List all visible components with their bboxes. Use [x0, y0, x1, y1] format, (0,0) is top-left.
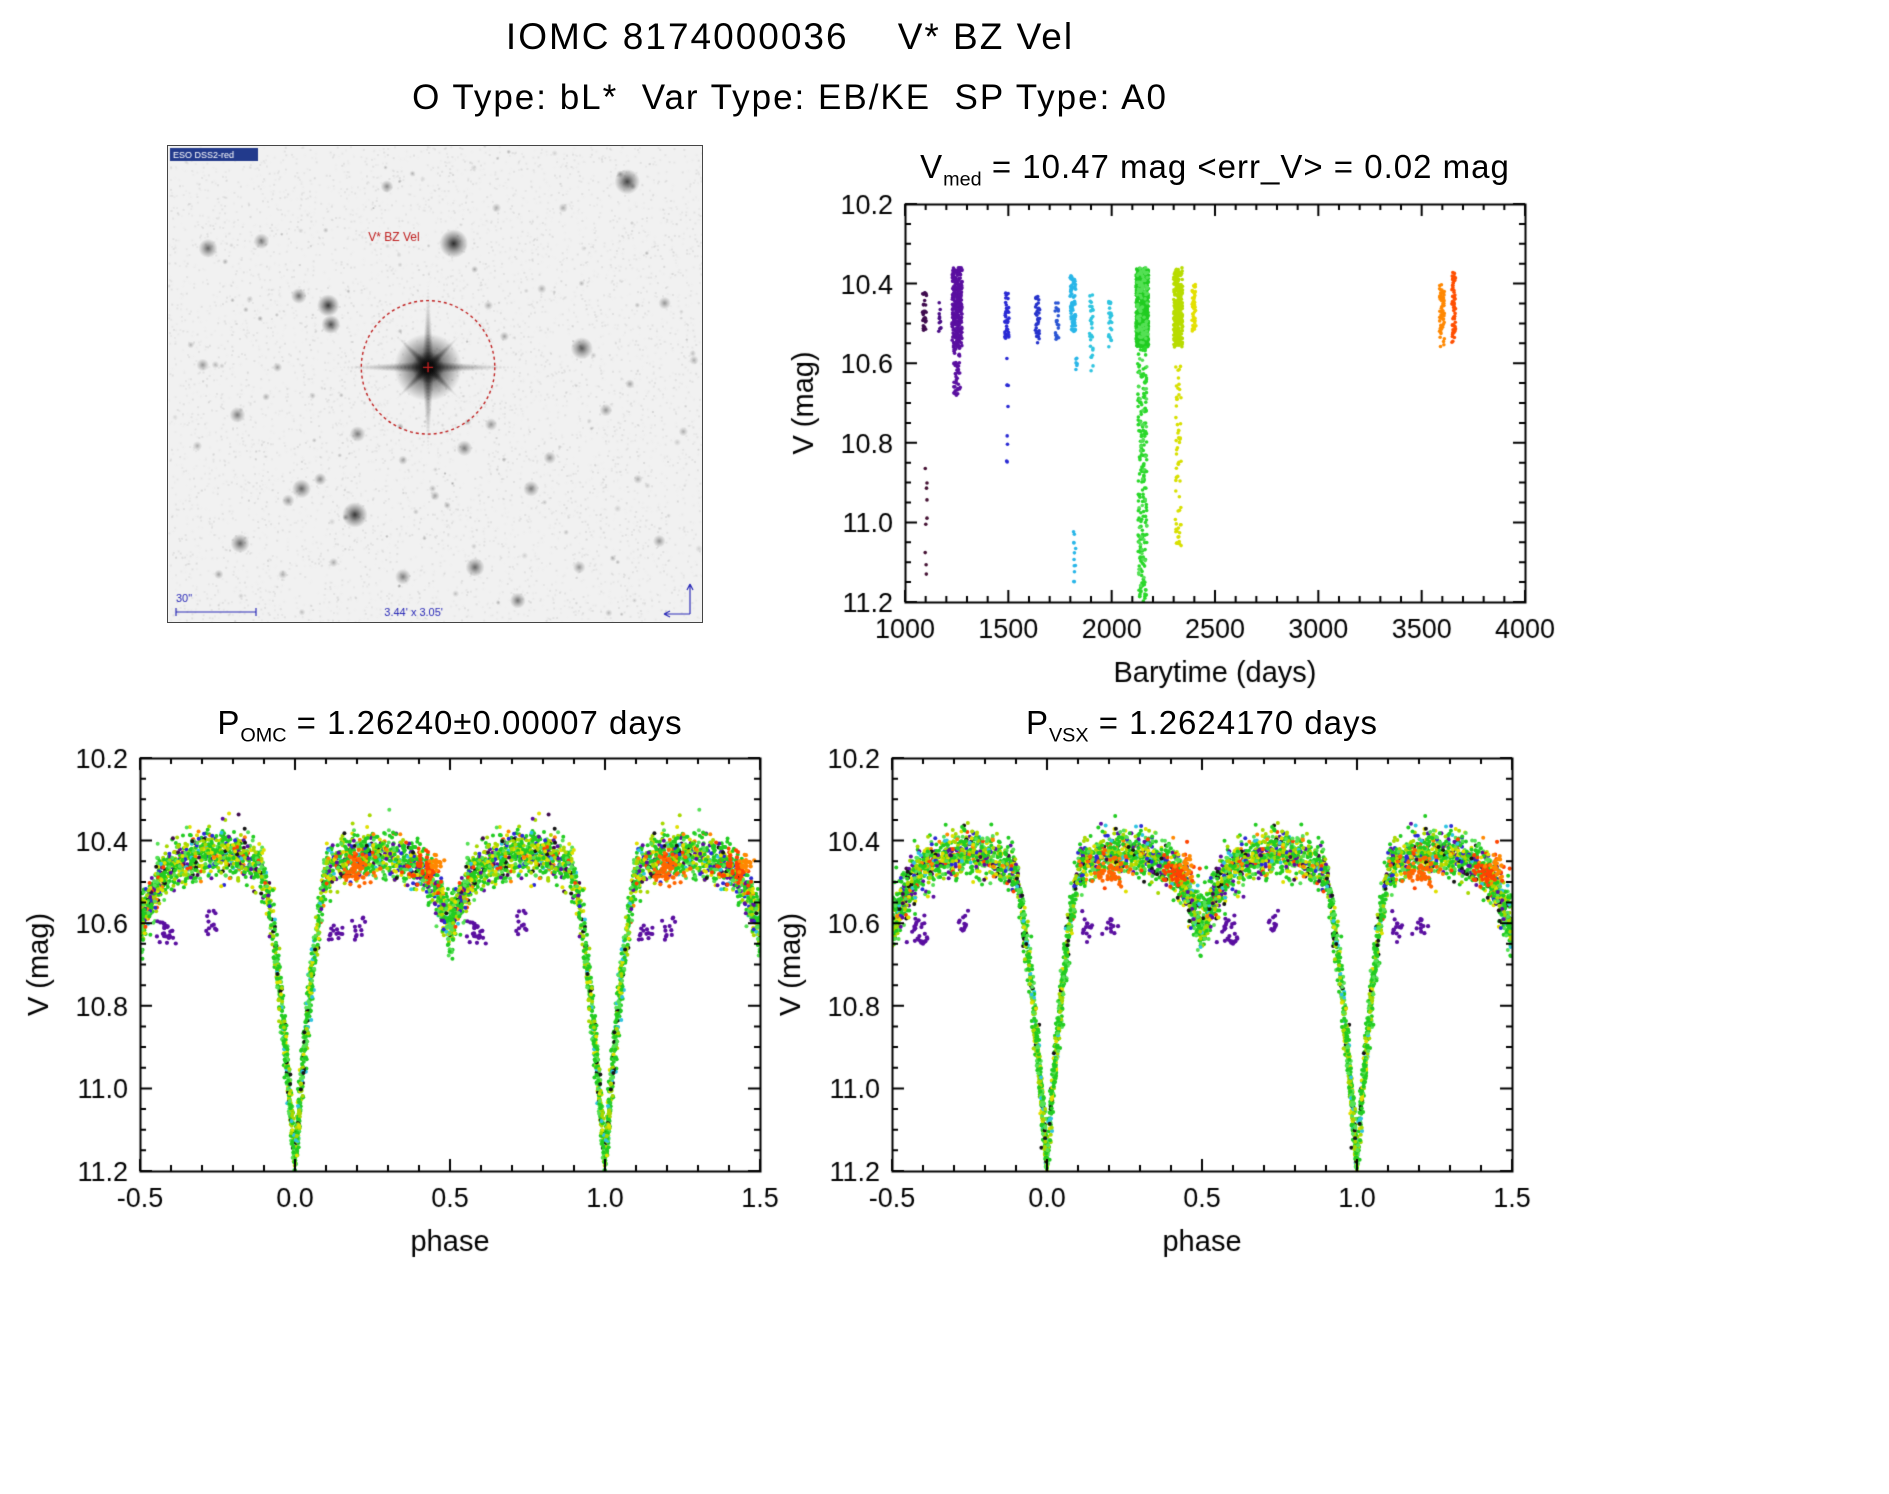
phase-vsx-title-sub: VSX	[1048, 724, 1089, 747]
phase-omc-title: POMC = 1.26240±0.00007 days	[20, 698, 800, 748]
phase-vsx-title-rest: = 1.2624170 days	[1088, 704, 1379, 741]
phase-omc-plot-canvas	[20, 748, 800, 1276]
timeseries-plot-canvas	[770, 192, 1570, 697]
timeseries-title-main: V	[920, 148, 944, 185]
phase-omc-title-rest: = 1.26240±0.00007 days	[286, 704, 683, 741]
page-subtitle: O Type: bL* Var Type: EB/KE SP Type: A0	[412, 78, 1168, 117]
phase-omc-panel: POMC = 1.26240±0.00007 days	[20, 698, 800, 1276]
finding-chart-image	[167, 145, 703, 623]
page-title: IOMC 8174000036 V* BZ Vel	[505, 16, 1075, 57]
finding-chart-panel	[167, 145, 703, 623]
phase-omc-title-main: P	[217, 704, 241, 741]
phase-omc-title-sub: OMC	[240, 724, 287, 747]
phase-vsx-panel: PVSX = 1.2624170 days	[772, 698, 1552, 1276]
timeseries-title: Vmed = 10.47 mag <err_V> = 0.02 mag	[770, 142, 1570, 192]
phase-vsx-title: PVSX = 1.2624170 days	[772, 698, 1552, 748]
timeseries-panel: Vmed = 10.47 mag <err_V> = 0.02 mag	[770, 142, 1570, 697]
timeseries-title-sub: med	[943, 168, 982, 191]
timeseries-title-rest: = 10.47 mag <err_V> = 0.02 mag	[981, 148, 1510, 185]
phase-vsx-title-main: P	[1025, 704, 1049, 741]
phase-vsx-plot-canvas	[772, 748, 1552, 1276]
